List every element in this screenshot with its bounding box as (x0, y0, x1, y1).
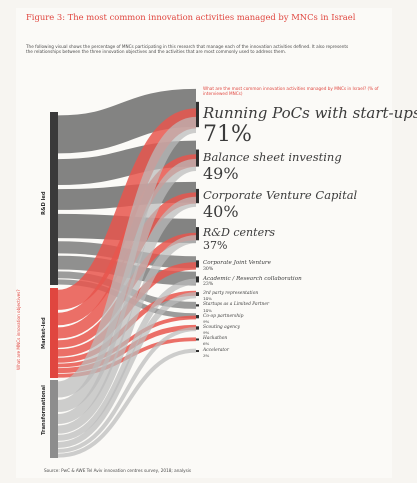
activity-node (196, 304, 199, 307)
activity-name: Running PoCs with start-ups (203, 104, 417, 122)
activity-percentage: 49% (203, 163, 239, 183)
activity-name: Balance sheet investing (203, 150, 342, 164)
objective-label: Transformational (41, 385, 47, 435)
activity-node (196, 276, 199, 283)
activity-node (196, 188, 199, 204)
activity-node (196, 350, 199, 353)
sankey-flow (56, 116, 198, 398)
activity-node (196, 227, 199, 241)
activity-name: Corporate Venture Capital (203, 188, 358, 202)
activity-name: Hackathon (203, 336, 228, 342)
activity-percentage: 40% (203, 201, 239, 221)
objective-label: R&D led (41, 190, 47, 215)
objective-bar (50, 288, 58, 378)
objective-bar (50, 380, 58, 458)
sankey-flow (57, 278, 197, 441)
activity-name: Academic / Research collaboration (203, 275, 302, 282)
activity-percentage: 6% (203, 341, 210, 347)
activity-name: R&D centers (203, 226, 275, 239)
activity-name: 3rd party representation (203, 291, 259, 296)
activity-percentage: 3% (203, 352, 210, 358)
activity-percentage: 71% (203, 122, 252, 147)
activity-percentage: 9% (203, 330, 210, 336)
activity-name: Co-op partnership (203, 313, 244, 319)
activity-name: Corporate Joint Venture (203, 260, 271, 266)
activity-node (196, 292, 199, 297)
sankey-flow (57, 140, 197, 186)
activity-node (196, 315, 199, 319)
activity-node (196, 260, 199, 268)
activity-name: Scouting agency (203, 324, 240, 330)
activity-name: Startups as a Limited Partner (203, 302, 270, 308)
sankey-flow (57, 235, 197, 434)
activity-node (196, 101, 199, 128)
activity-percentage: 37% (203, 239, 228, 253)
source-note: Source: PwC & AWE Tel Aviv innovation ce… (44, 468, 192, 473)
sankey-flow (57, 292, 197, 449)
activity-percentage: 30% (203, 266, 214, 272)
sankey-flow (57, 348, 197, 458)
activity-percentage: 23% (203, 282, 214, 288)
activities-question: What are the most common innovation acti… (203, 86, 379, 96)
sankey-flow (57, 327, 197, 453)
sankey-flow (57, 158, 197, 413)
sankey-flow (57, 196, 197, 425)
activity-percentage: 14% (203, 296, 212, 302)
figure-intro: The following visual shows the percentag… (26, 44, 349, 55)
objective-bar (50, 112, 58, 285)
activity-node (196, 149, 199, 167)
activity-node (196, 338, 199, 341)
activity-percentage: 14% (203, 307, 212, 313)
activity-node (196, 326, 199, 330)
figure-title: Figure 3: The most common innovation act… (26, 12, 356, 22)
objective-label: Market-led (41, 317, 47, 349)
activity-name: Accelerator (203, 347, 229, 353)
activity-percentage: 9% (203, 318, 210, 324)
sankey-flow (57, 88, 197, 154)
